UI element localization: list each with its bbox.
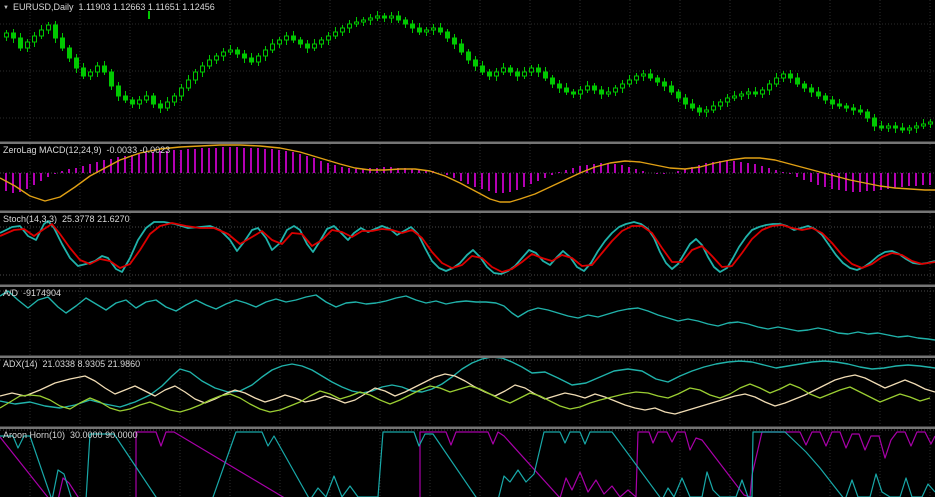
aroon-horn-aroon-down-line — [0, 431, 935, 497]
stoch-values-text: 25.3778 21.6270 — [62, 214, 130, 224]
stoch-title-text: Stoch(14,3,3) — [3, 214, 58, 224]
pane-separator-macd[interactable] — [0, 141, 935, 144]
adx-adx-line — [0, 356, 935, 409]
adx-values-text: 21.0338 8.9305 21.9860 — [42, 359, 141, 369]
aroon-title-text: Aroon Horn(10) — [3, 430, 66, 440]
macd-title-text: ZeroLag MACD(12,24,9) — [3, 145, 102, 155]
pane-separator-aroon[interactable] — [0, 426, 935, 429]
macd-indicator-label: ZeroLag MACD(12,24,9) -0.0033 -0.0023 — [3, 145, 170, 155]
pane-separator-adx[interactable] — [0, 355, 935, 358]
adx-indicator-label: ADX(14) 21.0338 8.9305 21.9860 — [3, 359, 140, 369]
adx-di-line — [0, 383, 931, 413]
pane-separator-stoch[interactable] — [0, 210, 935, 213]
macd-signal-line — [0, 144, 935, 203]
symbol-period-text: EURUSD,Daily — [12, 2, 74, 12]
ad-values-text: -9174904 — [23, 288, 62, 298]
macd-histogram — [5, 147, 931, 193]
pane-separator-ad[interactable] — [0, 284, 935, 287]
a-d-a-d-line — [0, 290, 935, 341]
symbol-ohlc-label: ▼ EURUSD,Daily 1.11903 1.12663 1.11651 1.1… — [3, 2, 215, 13]
ohlc-values-text: 1.11903 1.12663 1.11651 1.12456 — [78, 2, 215, 12]
stoch-indicator-label: Stoch(14,3,3) 25.3778 21.6270 — [3, 214, 130, 224]
adx-title-text: ADX(14) — [3, 359, 38, 369]
aroon-values-text: 30.0000 90.0000 — [70, 430, 138, 440]
candlesticks — [4, 11, 933, 134]
ad-title-text: A/D — [3, 288, 19, 298]
ad-indicator-label: A/D -9174904 — [3, 288, 61, 298]
grid-vertical-lines — [29, 0, 931, 497]
ohlc-marker-icon: ▼ — [3, 5, 9, 11]
macd-values-text: -0.0033 -0.0023 — [106, 145, 171, 155]
adx-di-line — [0, 373, 935, 415]
aroon-horn-aroon-up-line — [0, 431, 935, 497]
aroon-indicator-label: Aroon Horn(10) 30.0000 90.0000 — [3, 430, 138, 440]
stoch-d-line — [0, 222, 935, 273]
